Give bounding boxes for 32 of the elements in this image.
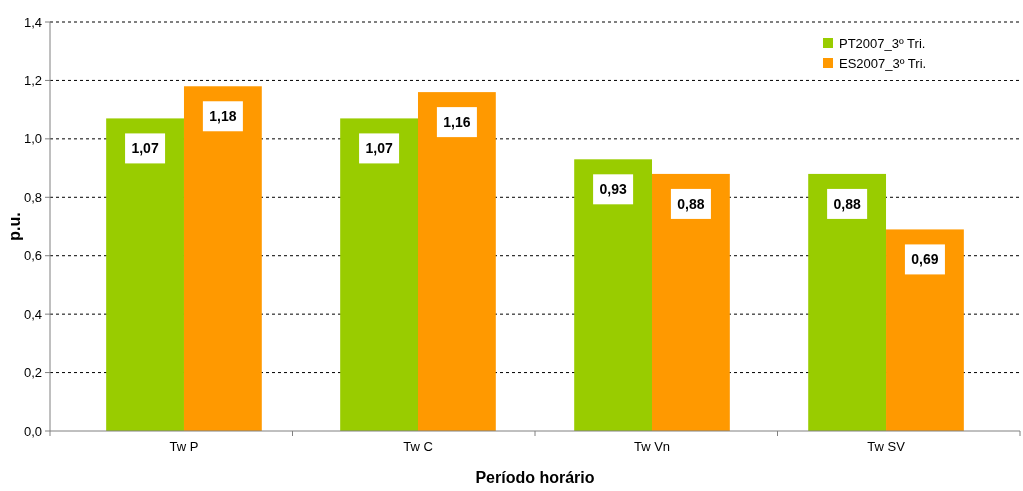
y-tick-label: 0,2 bbox=[23, 365, 42, 381]
bar bbox=[417, 92, 496, 431]
x-axis-title: Período horário bbox=[475, 469, 595, 486]
bar bbox=[886, 229, 964, 431]
bar bbox=[340, 118, 418, 431]
y-tick-label: 1,2 bbox=[23, 72, 42, 88]
data-label: 1,16 bbox=[443, 114, 471, 131]
legend-label: PT2007_3º Tri. bbox=[839, 35, 926, 51]
x-tick-label: Tw P bbox=[169, 439, 199, 454]
x-tick-label: Tw C bbox=[403, 439, 433, 454]
bar bbox=[183, 86, 262, 431]
data-label: 0,93 bbox=[599, 181, 627, 198]
y-tick-label: 0,8 bbox=[23, 189, 42, 205]
x-tick-label: Tw SV bbox=[867, 439, 906, 454]
bar bbox=[574, 159, 653, 431]
y-axis-title: p.u. bbox=[6, 212, 23, 241]
bar bbox=[106, 118, 184, 431]
data-label: 0,88 bbox=[833, 195, 861, 212]
data-label: 0,88 bbox=[677, 195, 705, 212]
bar bbox=[808, 173, 887, 431]
data-label: 1,18 bbox=[209, 108, 237, 125]
data-label: 1,07 bbox=[365, 140, 393, 157]
x-tick-label: Tw Vn bbox=[633, 439, 671, 454]
data-label: 0,69 bbox=[911, 251, 939, 268]
legend-label: ES2007_3º Tri. bbox=[839, 55, 927, 71]
bar bbox=[652, 173, 730, 431]
y-tick-label: 1,4 bbox=[23, 14, 42, 30]
y-tick-label: 0,4 bbox=[23, 306, 42, 322]
data-label: 1,07 bbox=[131, 140, 159, 157]
y-tick-label: 0,0 bbox=[23, 423, 42, 439]
y-tick-label: 0,6 bbox=[23, 248, 42, 264]
y-tick-label: 1,0 bbox=[23, 131, 42, 147]
